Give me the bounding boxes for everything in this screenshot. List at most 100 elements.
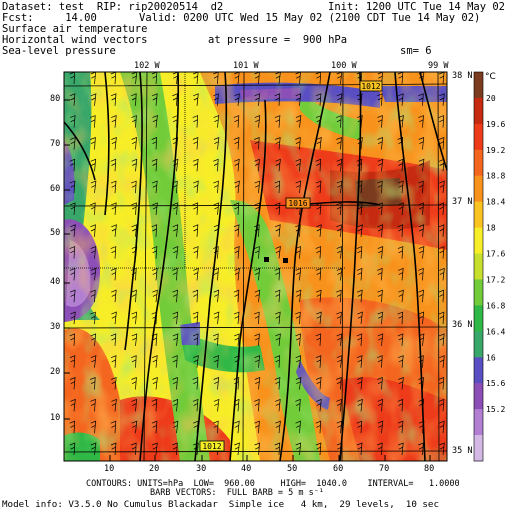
wind-barb [397, 398, 404, 412]
y-tick-20: 20 [50, 367, 61, 377]
wind-barb [356, 442, 363, 456]
wind-barb [233, 311, 240, 325]
wind-barb [274, 267, 281, 281]
wind-barb [193, 267, 199, 281]
wind-barb [377, 93, 383, 106]
wind-barb [131, 158, 138, 172]
wind-barb [275, 398, 281, 412]
wind-barb [151, 158, 158, 172]
wind-barb [398, 376, 404, 390]
wind-barb [418, 267, 424, 281]
wind-barb [418, 136, 425, 150]
wind-barb [151, 224, 158, 237]
wind-barb [213, 115, 220, 128]
wind-barb [274, 93, 281, 106]
wind-barb [357, 398, 363, 412]
y-tick-40: 40 [50, 277, 61, 287]
wind-barb [110, 333, 117, 346]
wind-barb [377, 420, 384, 434]
wind-barb [418, 289, 424, 303]
wind-barb [336, 376, 342, 390]
wind-barb [398, 93, 404, 106]
wind-barb [295, 115, 302, 128]
wind-barb [193, 355, 199, 368]
wind-barb [438, 311, 445, 325]
wind-barb [234, 267, 240, 281]
wind-barb [234, 158, 240, 172]
wind-barb [233, 202, 240, 215]
wind-barb [377, 355, 383, 368]
wind-barb [213, 136, 220, 150]
wind-barb [131, 442, 137, 456]
wind-barb [110, 420, 117, 434]
wind-barb [438, 398, 445, 412]
y-tick-50: 50 [50, 228, 61, 238]
wind-barb [397, 420, 404, 434]
wind-barb [192, 224, 199, 237]
wind-barb [398, 180, 404, 194]
legend-value: 15.6 [486, 379, 505, 388]
wind-barb [418, 333, 425, 346]
x-tick-40: 40 [241, 464, 252, 474]
wind-barb [377, 289, 383, 303]
wind-barb [398, 355, 404, 368]
wind-barb [397, 136, 404, 150]
wind-barb [234, 246, 240, 259]
wind-barb [315, 158, 322, 172]
wind-barb [438, 136, 445, 150]
y-tick-30: 30 [50, 322, 61, 332]
wind-barb [439, 93, 445, 106]
wind-barb [151, 398, 158, 412]
wind-barb [152, 202, 158, 215]
wind-barb [131, 224, 138, 237]
wind-barb [111, 224, 117, 237]
wind-barb [275, 420, 281, 434]
wind-barb [315, 115, 322, 128]
wind-barb [131, 311, 138, 325]
wind-barb [357, 376, 363, 390]
x-tick-70: 70 [379, 464, 390, 474]
wind-barb [275, 224, 281, 237]
wind-barb [131, 180, 137, 194]
legend-value: 17.2 [486, 275, 505, 284]
wind-barb [90, 376, 96, 390]
wind-barb [90, 136, 96, 150]
wind-barb [254, 115, 261, 128]
wind-barb [356, 93, 363, 106]
wind-barb [336, 224, 342, 237]
wind-barb [151, 420, 158, 434]
field-slp-label: Sea-level pressure [2, 45, 116, 57]
wind-barb [336, 442, 343, 456]
wind-barb [336, 333, 343, 346]
wind-barb [377, 376, 383, 390]
wind-barb [152, 442, 158, 456]
wind-barb [438, 158, 445, 172]
legend-value: 16.8 [486, 301, 505, 310]
station-marker [283, 258, 288, 263]
wind-barb [397, 246, 404, 259]
wind-barb [152, 355, 158, 368]
wind-barb [90, 311, 96, 325]
wind-barb [192, 398, 199, 412]
wind-barb [357, 202, 363, 215]
contour-label: 1012 [359, 80, 383, 92]
wind-barb [172, 202, 178, 215]
wind-barb [254, 398, 260, 412]
wind-barb [254, 136, 260, 150]
wind-barb [172, 355, 178, 368]
wind-barb [69, 289, 76, 303]
wind-barb [377, 136, 384, 150]
wind-barb [192, 420, 199, 434]
wind-barb [233, 289, 240, 303]
wind-barb [336, 398, 342, 412]
wind-barb [438, 376, 445, 390]
wind-barb [110, 246, 117, 259]
wind-barb [172, 136, 179, 150]
wind-barb [90, 202, 96, 215]
wind-barb [275, 311, 281, 325]
station-marker [264, 257, 269, 262]
wind-barb [315, 93, 322, 106]
wind-barb [254, 355, 261, 368]
wind-barb [111, 398, 117, 412]
